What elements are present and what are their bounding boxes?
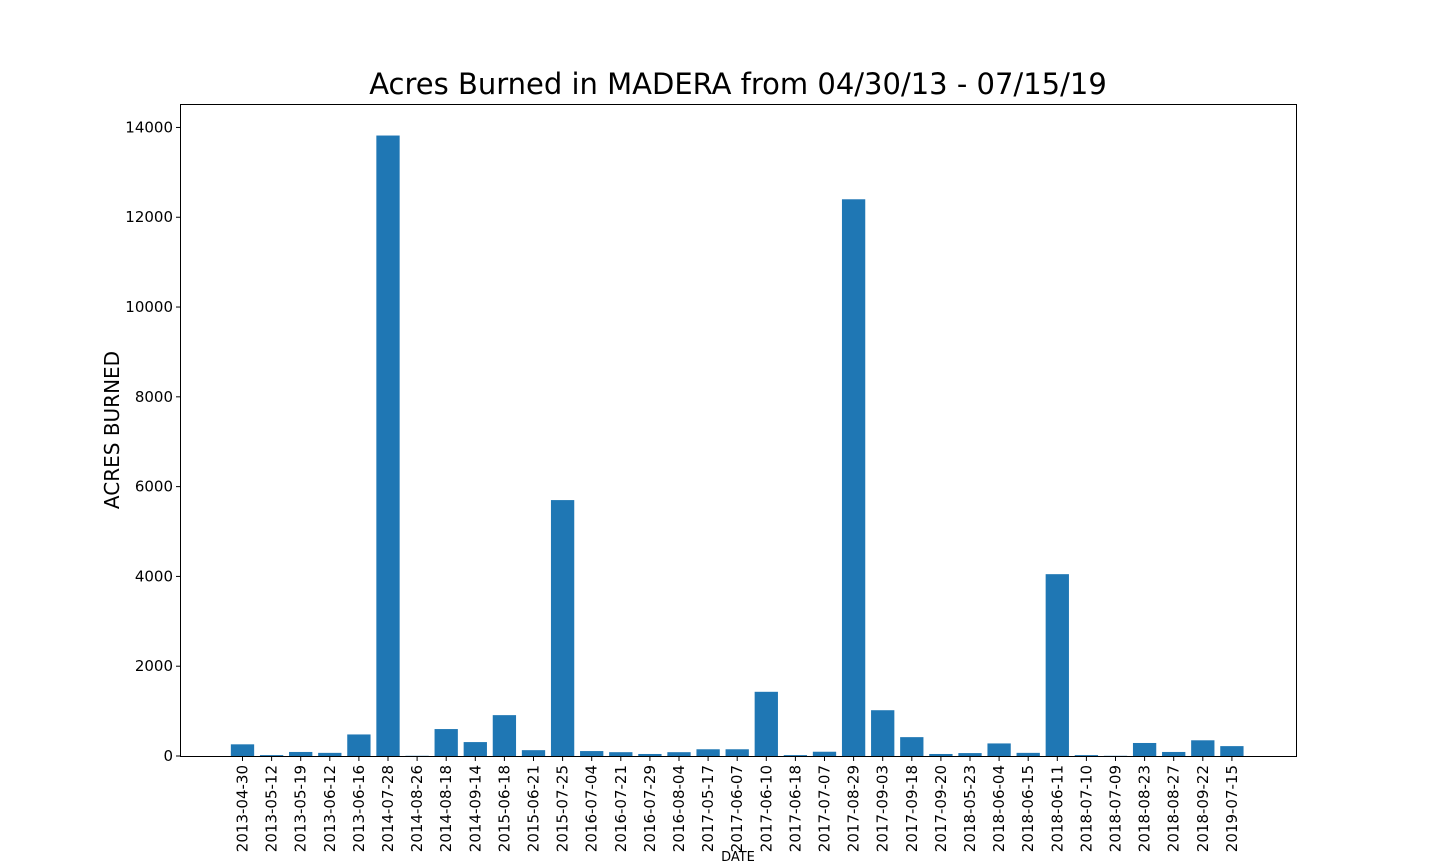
bar-2017-09-18 [900, 737, 924, 756]
y-tick-label: 0 [163, 747, 173, 765]
x-tick-label: 2018-06-04 [990, 765, 1008, 852]
bars-group [230, 135, 1244, 756]
bar-2018-08-23 [1132, 742, 1157, 756]
bar-2017-06-18 [783, 755, 808, 756]
x-tick-label: 2016-07-21 [612, 765, 630, 852]
x-tick-label: 2018-07-10 [1077, 765, 1095, 852]
bar-2015-07-25 [550, 500, 575, 756]
bar-2017-05-17 [696, 749, 720, 756]
bar-2017-08-29 [841, 199, 866, 756]
x-tick-label: 2017-05-17 [699, 765, 717, 852]
x-tick-label: 2018-05-23 [961, 765, 979, 852]
bar-2018-06-04 [987, 743, 1011, 756]
y-tick-label: 12000 [125, 208, 173, 226]
x-tick-label: 2014-08-18 [437, 765, 455, 852]
x-tick-label: 2013-05-19 [292, 765, 310, 852]
bar-2017-06-07 [725, 749, 749, 756]
x-tick-label: 2017-09-20 [932, 765, 950, 852]
x-tick-label: 2014-08-26 [408, 765, 426, 852]
bar-2018-06-11 [1045, 574, 1069, 756]
x-tick-label: 2016-08-04 [670, 765, 688, 852]
bar-2016-07-21 [609, 752, 633, 756]
chart-title: Acres Burned in MADERA from 04/30/13 - 0… [369, 67, 1107, 101]
bar-2013-04-30 [230, 744, 255, 756]
x-tick-label: 2014-07-28 [379, 765, 397, 852]
plot-frame [180, 104, 1297, 757]
y-tick-label: 10000 [125, 298, 173, 316]
bar-2017-07-07 [812, 751, 837, 756]
x-tick-label: 2013-06-16 [350, 765, 368, 852]
bar-2013-05-12 [259, 755, 284, 756]
x-tick-label: 2018-07-09 [1107, 765, 1125, 852]
bar-2017-06-10 [754, 691, 778, 756]
x-tick-label: 2013-05-12 [263, 765, 281, 852]
x-tick-label: 2018-08-23 [1136, 765, 1154, 852]
x-tick-label: 2018-09-22 [1194, 765, 1212, 852]
x-tick-label: 2019-07-15 [1223, 765, 1241, 852]
bar-2016-08-04 [667, 752, 691, 756]
bar-2018-07-10 [1074, 755, 1099, 756]
x-tick-label: 2017-07-07 [816, 765, 834, 852]
x-tick-label: 2017-08-29 [845, 765, 863, 852]
bar-2017-09-20 [929, 753, 953, 756]
y-axis-label: ACRES BURNED [100, 351, 124, 509]
x-tick-label: 2016-07-04 [583, 765, 601, 852]
bar-2013-05-19 [289, 751, 313, 756]
bar-2019-07-15 [1220, 746, 1244, 756]
x-tick-label: 2013-04-30 [234, 765, 252, 852]
x-tick-label: 2015-07-25 [554, 765, 572, 852]
bar-2015-06-21 [521, 750, 546, 756]
y-tick-label: 14000 [125, 118, 173, 136]
bar-2018-06-15 [1016, 752, 1040, 756]
x-tick-label: 2014-09-14 [466, 765, 484, 852]
x-ticks-group: 2013-04-30 2013-05-12 2013-05-19 2013-06-12… [234, 756, 1241, 852]
x-tick-label: 2013-06-12 [321, 765, 339, 852]
x-tick-label: 2017-06-07 [728, 765, 746, 852]
bar-2014-08-18 [434, 729, 458, 756]
bar-2015-06-18 [492, 715, 517, 756]
x-tick-label: 2015-06-18 [495, 765, 513, 852]
x-tick-label: 2015-06-21 [525, 765, 543, 852]
bar-2016-07-04 [580, 751, 604, 756]
x-tick-label: 2017-06-10 [757, 765, 775, 852]
bar-2013-06-12 [318, 752, 342, 756]
bar-2016-07-29 [638, 753, 662, 756]
x-tick-label: 2016-07-29 [641, 765, 659, 852]
bar-2014-09-14 [463, 742, 487, 756]
x-axis-label: DATE [721, 850, 755, 864]
x-tick-label: 2018-08-27 [1165, 765, 1183, 852]
bar-2018-08-27 [1162, 751, 1186, 756]
y-tick-label: 6000 [135, 478, 173, 496]
x-tick-label: 2018-06-11 [1048, 765, 1066, 852]
y-tick-label: 4000 [135, 567, 173, 585]
bar-2018-09-22 [1191, 740, 1215, 756]
x-tick-label: 2018-06-15 [1019, 765, 1037, 852]
y-tick-label: 8000 [135, 388, 173, 406]
y-ticks-group: 0 2000 4000 6000 8000 10000 12000 14000 [125, 118, 181, 765]
x-tick-label: 2017-09-03 [874, 765, 892, 852]
bar-2013-06-16 [347, 734, 371, 756]
bar-2017-09-03 [871, 710, 895, 756]
bar-2018-05-23 [958, 753, 982, 756]
x-tick-label: 2017-06-18 [786, 765, 804, 852]
bar-2014-07-28 [376, 135, 400, 756]
x-tick-label: 2017-09-18 [903, 765, 921, 852]
y-tick-label: 2000 [135, 657, 173, 675]
